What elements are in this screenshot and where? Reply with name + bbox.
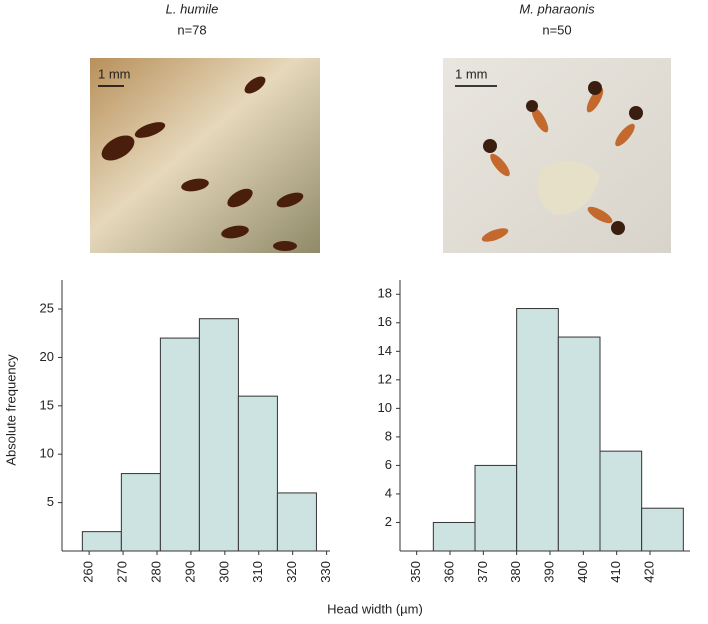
- y-tick-label: 15: [40, 397, 54, 412]
- x-tick-label: 380: [508, 561, 523, 583]
- bar: [432, 521, 476, 552]
- bar: [81, 531, 122, 552]
- x-tick-label: 300: [216, 561, 231, 583]
- bar: [474, 464, 518, 552]
- y-axis-label: Absolute frequency: [3, 354, 18, 466]
- bar: [516, 308, 559, 552]
- x-tick-label: 290: [182, 561, 197, 583]
- y-tick-label: 14: [378, 343, 392, 358]
- x-tick-label: 280: [148, 561, 163, 583]
- y-tick-label: 5: [47, 494, 54, 509]
- y-tick-label: 10: [40, 446, 54, 461]
- bar: [557, 336, 601, 552]
- bar: [120, 473, 161, 552]
- x-tick-label: 420: [641, 561, 656, 583]
- x-tick-label: 330: [318, 561, 333, 583]
- bar: [641, 507, 684, 552]
- y-tick-label: 16: [378, 314, 392, 329]
- bar: [276, 492, 317, 552]
- y-tick-label: 12: [378, 371, 392, 386]
- y-tick-label: 2: [385, 514, 392, 529]
- x-tick-label: 390: [541, 561, 556, 583]
- scale-label: 1 mm: [98, 66, 131, 81]
- bar: [198, 318, 239, 552]
- photo-right: [443, 58, 671, 253]
- x-tick-label: 350: [408, 561, 423, 583]
- panel-subtitle: n=78: [177, 22, 206, 37]
- x-tick-label: 310: [250, 561, 265, 583]
- bar: [159, 337, 200, 552]
- y-tick-label: 25: [40, 300, 54, 315]
- x-tick-label: 270: [115, 561, 130, 583]
- y-tick-label: 10: [378, 400, 392, 415]
- y-tick-label: 8: [385, 428, 392, 443]
- panel-title: L. humile: [166, 1, 219, 16]
- y-tick-label: 18: [378, 286, 392, 301]
- scale-label: 1 mm: [455, 66, 488, 81]
- y-tick-label: 4: [385, 485, 392, 500]
- x-tick-label: 370: [475, 561, 490, 583]
- bar: [599, 450, 643, 552]
- y-tick-label: 20: [40, 349, 54, 364]
- photo-left: [90, 58, 320, 253]
- x-tick-label: 320: [284, 561, 299, 583]
- panel-subtitle: n=50: [542, 22, 571, 37]
- x-tick-label: 410: [608, 561, 623, 583]
- x-tick-label: 260: [81, 561, 96, 583]
- panel-title: M. pharaonis: [519, 1, 595, 16]
- x-axis-label: Head width (µm): [327, 601, 423, 616]
- y-tick-label: 6: [385, 457, 392, 472]
- x-tick-label: 360: [441, 561, 456, 583]
- x-tick-label: 400: [575, 561, 590, 583]
- bar: [237, 395, 278, 552]
